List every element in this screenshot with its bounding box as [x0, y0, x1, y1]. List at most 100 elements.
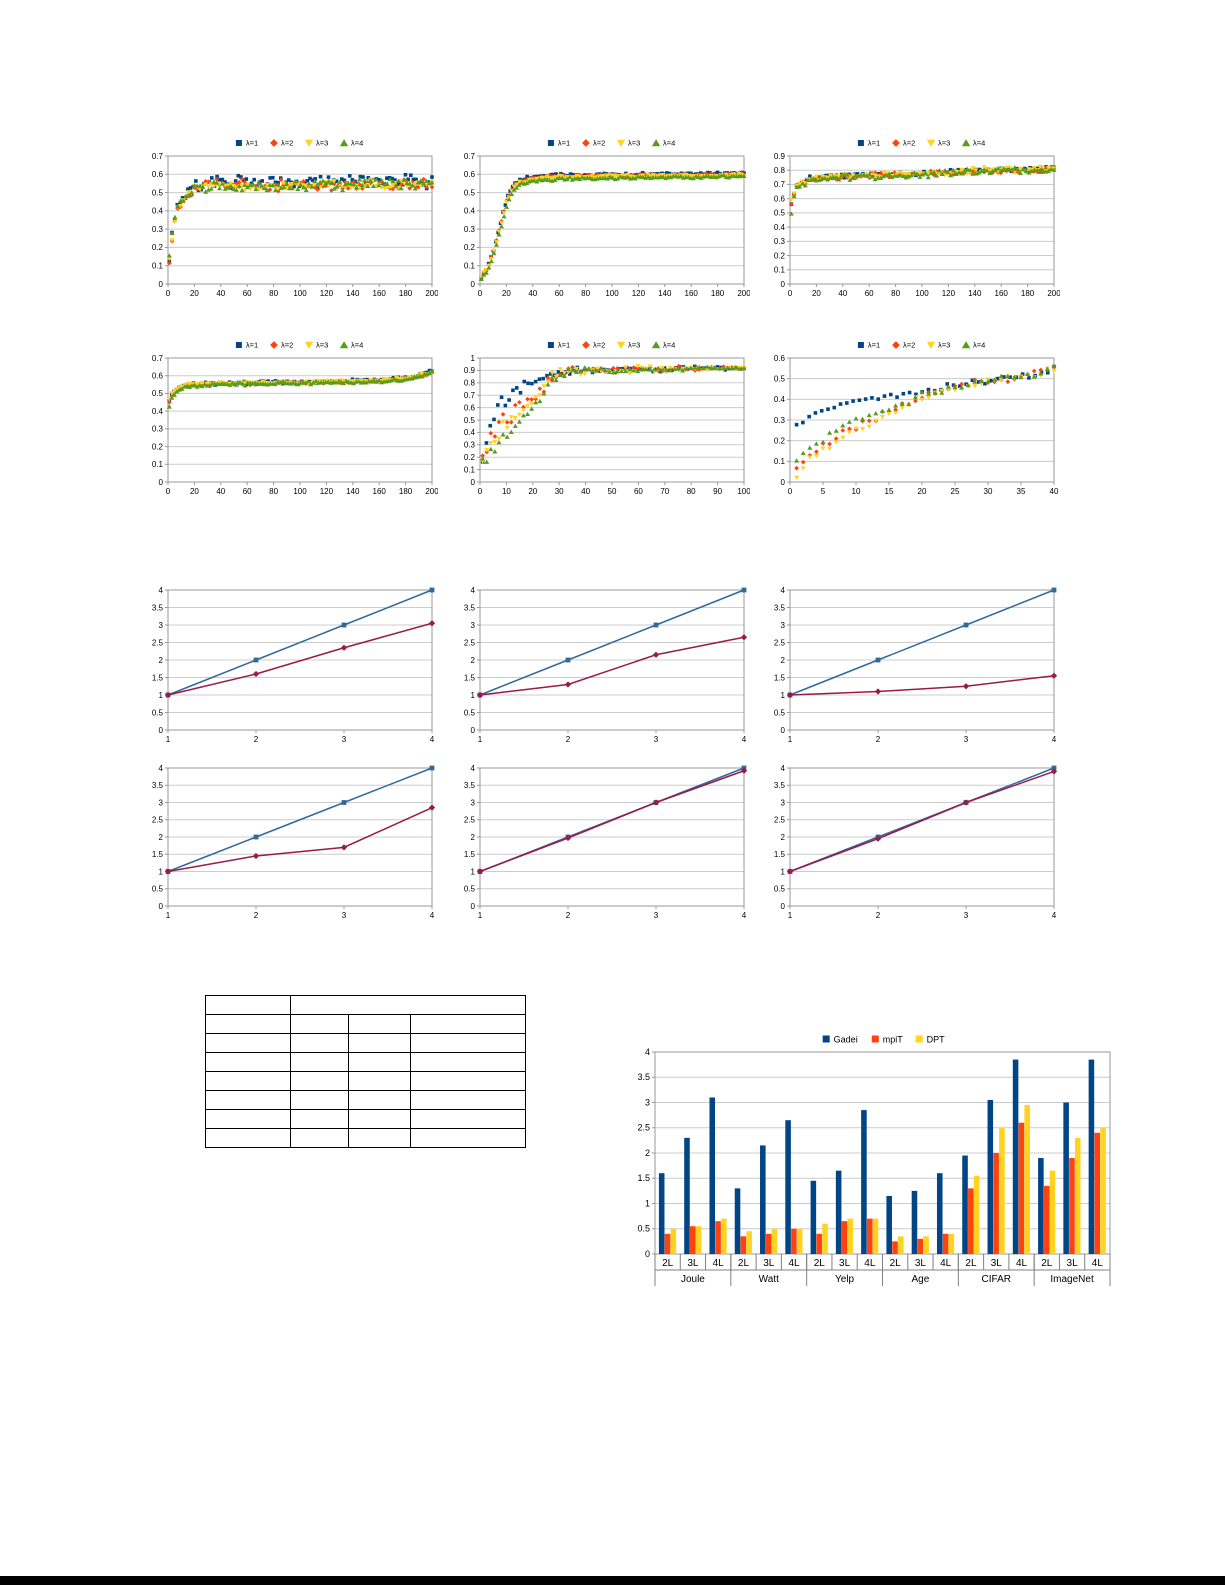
svg-text:3L: 3L: [839, 1258, 851, 1269]
svg-text:0.2: 0.2: [152, 243, 164, 252]
table-cell: [205, 1033, 291, 1053]
svg-text:25: 25: [951, 487, 960, 496]
svg-text:1.5: 1.5: [464, 673, 476, 682]
svg-text:160: 160: [995, 289, 1009, 298]
svg-text:λ=4: λ=4: [663, 341, 675, 350]
svg-text:2: 2: [254, 911, 259, 920]
svg-text:0: 0: [159, 478, 164, 487]
svg-text:3.5: 3.5: [774, 603, 786, 612]
table-cell: [410, 1052, 526, 1072]
svg-text:0.1: 0.1: [464, 465, 476, 474]
svg-text:3L: 3L: [991, 1258, 1003, 1269]
svg-text:λ=2: λ=2: [903, 341, 915, 350]
svg-text:Gadei: Gadei: [834, 1034, 858, 1044]
table-cell: [410, 1033, 526, 1053]
svg-text:0: 0: [781, 280, 786, 289]
svg-text:0: 0: [471, 902, 476, 911]
svg-text:120: 120: [942, 289, 956, 298]
svg-text:3: 3: [781, 621, 786, 630]
svg-text:1: 1: [645, 1198, 650, 1208]
svg-text:3: 3: [781, 798, 786, 807]
svg-text:3L: 3L: [763, 1258, 775, 1269]
svg-text:mpiT: mpiT: [883, 1034, 904, 1044]
svg-text:3.5: 3.5: [774, 781, 786, 790]
svg-text:0.5: 0.5: [774, 374, 786, 383]
svg-text:200: 200: [425, 487, 438, 496]
svg-text:5: 5: [821, 487, 826, 496]
svg-text:30: 30: [984, 487, 993, 496]
svg-text:0.2: 0.2: [152, 442, 164, 451]
table-cell: [348, 1109, 411, 1129]
svg-text:0.3: 0.3: [152, 225, 164, 234]
svg-text:3: 3: [964, 735, 969, 744]
svg-text:0.6: 0.6: [464, 403, 476, 412]
svg-text:40: 40: [581, 487, 590, 496]
svg-text:4L: 4L: [940, 1258, 952, 1269]
speedup-line-chart-2-svg: 0 0.5 1 1.5 2 2.5 3 3.5 4 1 2 3 4: [464, 586, 748, 744]
svg-text:100: 100: [293, 487, 307, 496]
table-cell: [348, 1128, 411, 1148]
svg-text:0: 0: [788, 289, 793, 298]
svg-text:3: 3: [645, 1097, 650, 1107]
svg-text:70: 70: [660, 487, 669, 496]
svg-text:60: 60: [865, 289, 874, 298]
table-cell: [205, 1071, 291, 1091]
svg-text:3.5: 3.5: [464, 781, 476, 790]
svg-text:4: 4: [781, 764, 786, 773]
svg-text:Age: Age: [912, 1274, 930, 1285]
svg-text:ImageNet: ImageNet: [1050, 1274, 1094, 1285]
table-cell: [348, 1090, 411, 1110]
svg-text:1.5: 1.5: [774, 673, 786, 682]
svg-text:0.5: 0.5: [152, 885, 164, 894]
svg-text:0.1: 0.1: [152, 460, 164, 469]
svg-text:2L: 2L: [965, 1258, 977, 1269]
svg-text:Yelp: Yelp: [835, 1274, 855, 1285]
svg-text:0.5: 0.5: [774, 885, 786, 894]
svg-text:160: 160: [685, 289, 699, 298]
svg-text:0.3: 0.3: [152, 425, 164, 434]
svg-text:2.5: 2.5: [152, 638, 164, 647]
svg-text:1: 1: [166, 735, 171, 744]
table-cell: [348, 1052, 411, 1072]
svg-text:0.4: 0.4: [774, 223, 786, 232]
svg-text:3L: 3L: [1067, 1258, 1079, 1269]
svg-text:40: 40: [838, 289, 847, 298]
svg-text:2: 2: [781, 833, 786, 842]
scatter-chart-1: 0 0.1 0.2 0.3 0.4 0.5 0.6 0.7 0 20 40 60 80 100 120 140…: [134, 130, 439, 307]
svg-text:0.2: 0.2: [774, 251, 786, 260]
svg-text:2.5: 2.5: [774, 638, 786, 647]
svg-text:λ=3: λ=3: [628, 341, 640, 350]
svg-text:0: 0: [159, 280, 164, 289]
svg-text:30: 30: [555, 487, 564, 496]
svg-text:180: 180: [399, 289, 413, 298]
speedup-bar-chart-svg: 0 0.5 1 1.5 2 2.5 3 3.5 4 Gadei mpiT DPT 2L 3L 4L 2L 3L 4…: [637, 1034, 1111, 1286]
svg-text:2: 2: [566, 911, 571, 920]
svg-text:2L: 2L: [1041, 1258, 1053, 1269]
svg-text:2L: 2L: [738, 1258, 750, 1269]
svg-text:0.5: 0.5: [464, 188, 476, 197]
svg-text:0.5: 0.5: [464, 708, 476, 717]
svg-text:0: 0: [471, 478, 476, 487]
svg-text:120: 120: [320, 289, 334, 298]
scatter-chart-5-svg: 00.10.20.30.40.50.60.70.80.910 10 20 30 40 50…: [464, 341, 751, 496]
svg-text:0.7: 0.7: [774, 180, 786, 189]
svg-text:3: 3: [964, 911, 969, 920]
speedup-line-chart-3-svg: 0 0.5 1 1.5 2 2.5 3 3.5 4 1 2 3 4: [774, 586, 1058, 744]
svg-text:0.2: 0.2: [464, 243, 476, 252]
table-cell: [290, 1033, 349, 1053]
svg-text:0.5: 0.5: [774, 708, 786, 717]
svg-text:0.4: 0.4: [774, 395, 786, 404]
speedup-line-chart-2: 0 0.5 1 1.5 2 2.5 3 3.5 4 1 2 3 4: [446, 574, 750, 755]
svg-text:2: 2: [254, 735, 259, 744]
svg-text:λ=1: λ=1: [246, 139, 258, 148]
svg-text:3.5: 3.5: [637, 1072, 650, 1082]
svg-text:160: 160: [373, 487, 387, 496]
svg-text:4L: 4L: [1092, 1258, 1104, 1269]
svg-text:4: 4: [430, 735, 435, 744]
svg-text:2: 2: [159, 833, 164, 842]
svg-text:0.6: 0.6: [774, 354, 786, 363]
svg-text:3.5: 3.5: [464, 603, 476, 612]
speedup-line-chart-1: 0 0.5 1 1.5 2 2.5 3 3.5 4 1 2 3 4: [134, 574, 438, 755]
svg-text:20: 20: [528, 487, 537, 496]
svg-text:1: 1: [166, 911, 171, 920]
